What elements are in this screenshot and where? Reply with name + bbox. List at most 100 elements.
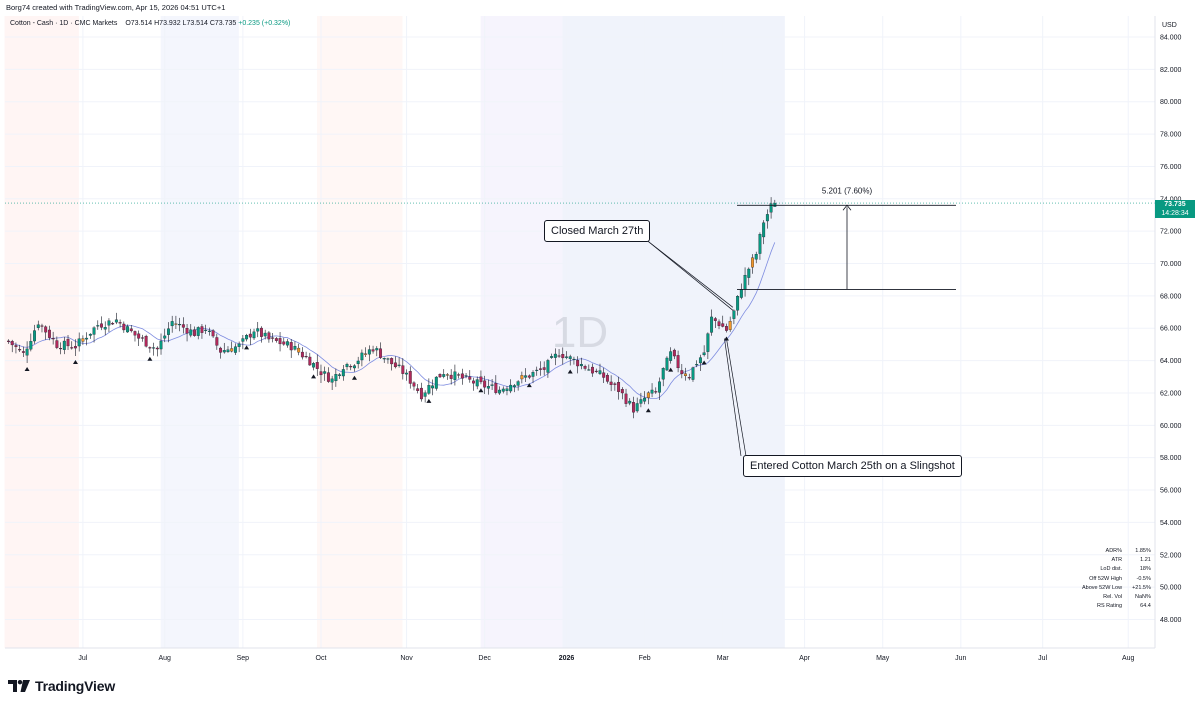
candle-body[interactable] (416, 388, 420, 391)
candle-body[interactable] (762, 222, 766, 238)
candle-body[interactable] (96, 325, 100, 327)
candle-body[interactable] (74, 346, 77, 349)
candle-body[interactable] (114, 319, 118, 323)
candle-body[interactable] (379, 348, 382, 358)
candle-body[interactable] (338, 374, 342, 376)
candle-body[interactable] (460, 373, 464, 379)
candle-body[interactable] (486, 386, 490, 389)
candle-body[interactable] (557, 355, 561, 357)
candle-body[interactable] (59, 348, 63, 350)
candle-body[interactable] (92, 327, 96, 335)
candle-body[interactable] (721, 323, 725, 327)
candle-body[interactable] (758, 234, 762, 254)
candle-body[interactable] (341, 369, 345, 377)
candle-body[interactable] (483, 380, 487, 388)
candle-body[interactable] (468, 376, 472, 380)
candle-body[interactable] (725, 326, 728, 331)
candle-body[interactable] (18, 349, 22, 351)
candle-body[interactable] (47, 329, 51, 338)
candle-body[interactable] (62, 340, 66, 350)
candle-body[interactable] (85, 337, 89, 340)
candle-body[interactable] (256, 328, 260, 332)
candle-body[interactable] (665, 357, 669, 371)
candle-body[interactable] (658, 381, 661, 393)
candle-body[interactable] (646, 392, 650, 398)
candle-body[interactable] (423, 392, 427, 397)
candle-body[interactable] (51, 338, 55, 340)
candle-body[interactable] (405, 372, 408, 375)
candle-body[interactable] (282, 341, 286, 345)
candle-body[interactable] (550, 356, 554, 358)
candle-body[interactable] (330, 378, 334, 383)
price-chart[interactable]: 1D 5.201 (7.60%) USD 48.000 50.000 52.000 54.0… (0, 16, 1200, 666)
candle-body[interactable] (743, 275, 747, 290)
candle-body[interactable] (25, 348, 29, 356)
candle-body[interactable] (609, 381, 613, 385)
candle-body[interactable] (669, 351, 673, 361)
candle-body[interactable] (260, 327, 263, 337)
candle-body[interactable] (695, 364, 699, 366)
candle-body[interactable] (278, 338, 282, 345)
candle-body[interactable] (472, 380, 475, 384)
candle-body[interactable] (66, 338, 70, 347)
candle-body[interactable] (702, 352, 706, 356)
candle-body[interactable] (326, 372, 330, 382)
candle-body[interactable] (263, 332, 267, 337)
candle-body[interactable] (512, 385, 516, 388)
candle-body[interactable] (494, 383, 498, 393)
candle-body[interactable] (516, 381, 520, 386)
candle-body[interactable] (639, 399, 643, 404)
candle-body[interactable] (565, 356, 568, 358)
candle-body[interactable] (605, 374, 609, 382)
candle-body[interactable] (293, 346, 297, 350)
candle-body[interactable] (672, 349, 676, 357)
candle-body[interactable] (728, 321, 732, 330)
candle-body[interactable] (241, 338, 245, 342)
candle-body[interactable] (133, 331, 137, 336)
candle-body[interactable] (200, 326, 204, 333)
candle-body[interactable] (304, 356, 308, 358)
candle-body[interactable] (345, 363, 349, 368)
candle-body[interactable] (524, 375, 528, 378)
candle-body[interactable] (382, 358, 386, 360)
candle-body[interactable] (386, 358, 390, 360)
candle-body[interactable] (33, 330, 36, 342)
candle-body[interactable] (100, 323, 103, 328)
candle-body[interactable] (29, 341, 33, 350)
candle-body[interactable] (591, 366, 594, 374)
candle-body[interactable] (553, 353, 557, 358)
candle-body[interactable] (319, 371, 323, 376)
candle-body[interactable] (431, 385, 435, 389)
candle-body[interactable] (40, 325, 44, 327)
candle-body[interactable] (546, 360, 550, 373)
candle-body[interactable] (505, 388, 509, 391)
candle-body[interactable] (602, 372, 606, 378)
candle-body[interactable] (620, 389, 624, 394)
candle-body[interactable] (475, 379, 479, 387)
candle-body[interactable] (207, 330, 211, 332)
candle-body[interactable] (457, 374, 461, 376)
candle-body[interactable] (323, 371, 327, 374)
candle-body[interactable] (736, 296, 740, 311)
candle-body[interactable] (163, 335, 167, 339)
candle-body[interactable] (237, 343, 241, 347)
candle-body[interactable] (706, 333, 710, 352)
candle-body[interactable] (315, 362, 319, 369)
candle-body[interactable] (527, 375, 531, 378)
candle-body[interactable] (453, 371, 457, 380)
candle-body[interactable] (159, 340, 163, 350)
candle-body[interactable] (535, 369, 539, 371)
candle-body[interactable] (687, 377, 691, 379)
candle-body[interactable] (654, 391, 658, 393)
candle-body[interactable] (364, 353, 368, 355)
candle-body[interactable] (181, 324, 185, 328)
candle-body[interactable] (498, 389, 501, 394)
candle-body[interactable] (10, 341, 14, 346)
candle-body[interactable] (222, 350, 226, 353)
candle-body[interactable] (419, 387, 423, 400)
candle-body[interactable] (442, 374, 446, 377)
candle-body[interactable] (144, 335, 148, 347)
candle-body[interactable] (185, 328, 189, 334)
candle-body[interactable] (449, 374, 453, 379)
candle-body[interactable] (118, 322, 122, 324)
